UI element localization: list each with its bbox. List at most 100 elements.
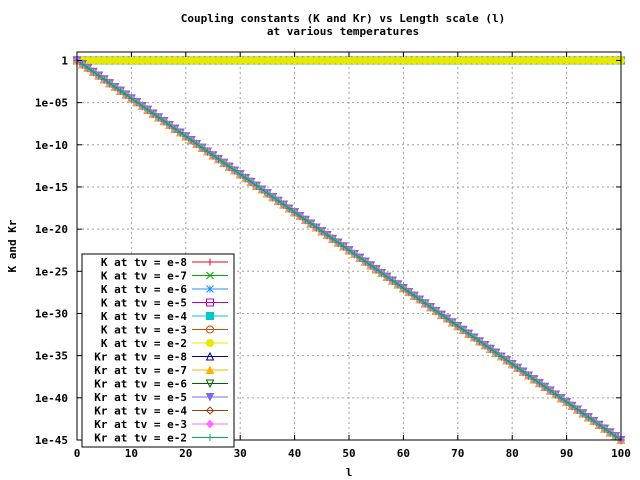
point-marker <box>312 223 320 231</box>
point-marker <box>182 132 190 140</box>
point-marker <box>323 231 331 239</box>
point-marker <box>552 390 560 398</box>
point-marker <box>470 334 478 342</box>
point-marker <box>367 261 375 269</box>
x-tick-label: 90 <box>560 447 573 460</box>
point-marker <box>206 298 214 307</box>
series-k-at-tv-e-2 <box>73 56 625 65</box>
y-tick-label: 1e-35 <box>35 350 68 363</box>
point-marker <box>206 258 214 266</box>
point-marker <box>427 303 435 311</box>
y-tick-label: 1e-15 <box>35 181 68 194</box>
point-marker <box>557 394 565 402</box>
point-marker <box>296 212 304 220</box>
y-tick-label: 1 <box>61 54 68 67</box>
y-tick-label: 1e-20 <box>35 223 68 236</box>
point-marker <box>301 216 309 224</box>
legend-label: Kr at tv = e-5 <box>94 391 187 404</box>
point-marker <box>563 398 571 406</box>
point-marker <box>187 136 195 144</box>
point-marker <box>399 284 407 292</box>
point-marker <box>204 148 212 156</box>
axes: 0 10 20 30 40 50 60 70 80 90 100 1 1e-05 1e-10 1e-15 1e… <box>35 52 631 460</box>
legend-label: Kr at tv = e-6 <box>94 378 187 391</box>
point-marker <box>127 94 135 102</box>
point-marker <box>225 163 233 171</box>
point-marker <box>530 375 538 383</box>
point-marker <box>193 140 201 148</box>
point-marker <box>318 227 326 235</box>
point-marker <box>263 189 271 197</box>
point-marker <box>269 193 277 201</box>
point-marker <box>95 72 103 80</box>
point-marker <box>541 383 549 391</box>
point-marker <box>307 220 315 228</box>
point-marker <box>206 312 214 320</box>
point-marker <box>205 379 215 389</box>
y-tick-label: 1e-30 <box>35 307 68 320</box>
legend-label: K at tv = e-6 <box>101 283 187 296</box>
point-marker <box>160 117 168 125</box>
legend-label: K at tv = e-2 <box>101 337 187 350</box>
point-marker <box>117 87 125 95</box>
point-marker <box>122 91 130 99</box>
point-marker <box>443 315 451 323</box>
point-marker <box>525 371 533 379</box>
point-marker <box>106 79 114 87</box>
point-marker <box>573 406 581 414</box>
x-tick-label: 50 <box>342 447 355 460</box>
point-marker <box>242 174 250 182</box>
point-marker <box>198 144 206 152</box>
point-marker <box>350 250 358 258</box>
x-tick-label: 20 <box>179 447 192 460</box>
point-marker <box>205 406 215 415</box>
x-tick-label: 30 <box>234 447 247 460</box>
point-marker <box>448 318 456 326</box>
point-marker <box>486 345 494 353</box>
point-marker <box>220 159 228 167</box>
x-tick-label: 0 <box>74 447 81 460</box>
point-marker <box>497 352 505 360</box>
point-marker <box>612 432 620 440</box>
legend-label: Kr at tv = e-2 <box>94 432 187 445</box>
point-marker <box>165 121 173 129</box>
point-marker <box>590 417 598 425</box>
x-tick-label: 10 <box>125 447 138 460</box>
point-marker <box>584 413 592 421</box>
y-tick-label: 1e-25 <box>35 265 68 278</box>
legend-label: K at tv = e-3 <box>101 324 187 337</box>
point-marker <box>144 106 152 114</box>
point-marker <box>454 322 462 330</box>
legend-label: Kr at tv = e-7 <box>94 364 187 377</box>
x-tick-label: 70 <box>451 447 464 460</box>
point-marker <box>546 387 554 395</box>
point-marker <box>361 258 369 266</box>
point-marker <box>209 151 217 159</box>
y-tick-label: 1e-05 <box>35 97 68 110</box>
point-marker <box>206 434 214 441</box>
point-marker <box>601 425 609 433</box>
point-marker <box>206 271 214 280</box>
point-marker <box>100 75 108 83</box>
point-marker <box>514 364 522 372</box>
x-tick-label: 40 <box>288 447 301 460</box>
point-marker <box>394 280 402 288</box>
point-marker <box>383 273 391 281</box>
legend: K at tv = e-8K at tv = e-7K at tv = e-6K… <box>81 253 235 448</box>
point-marker <box>345 246 353 254</box>
legend-label: Kr at tv = e-8 <box>94 351 187 364</box>
point-marker <box>579 409 587 417</box>
point-marker <box>389 277 397 285</box>
point-marker <box>421 299 429 307</box>
x-tick-label: 80 <box>506 447 519 460</box>
point-marker <box>410 292 418 300</box>
point-marker <box>405 288 413 296</box>
point-marker <box>258 185 266 193</box>
legend-label: Kr at tv = e-4 <box>94 405 187 418</box>
x-axis-label: l <box>346 466 353 479</box>
legend-label: K at tv = e-7 <box>101 270 187 283</box>
point-marker <box>78 60 86 68</box>
point-marker <box>481 341 489 349</box>
point-marker <box>253 182 261 190</box>
point-marker <box>89 68 97 76</box>
